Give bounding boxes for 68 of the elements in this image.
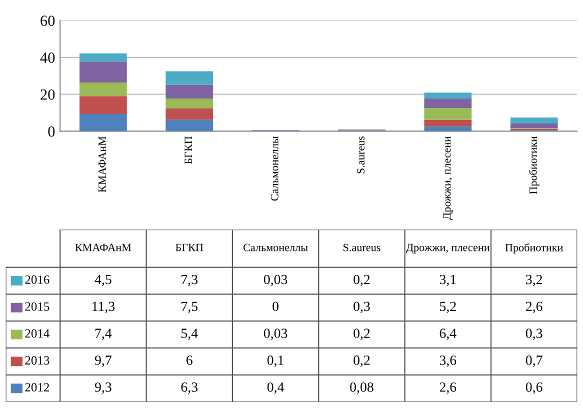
legend-label: 2012 <box>25 383 49 392</box>
data-label: 0,03 <box>264 274 288 286</box>
data-label: 7,5 <box>182 302 198 314</box>
legend-label: 2015 <box>25 302 50 311</box>
data-label: 4,5 <box>94 274 112 286</box>
y-tick-label: 60 <box>40 16 55 26</box>
bar <box>166 98 214 109</box>
category-label: S.aureus <box>343 244 380 252</box>
bar <box>79 96 127 114</box>
data-label: 11,3 <box>92 302 115 314</box>
data-label: 0,2 <box>354 356 370 367</box>
category-label: Сальмонеллы <box>243 244 308 252</box>
data-label: 6 <box>186 356 192 365</box>
bar <box>79 62 127 82</box>
bar <box>79 114 127 132</box>
y-tick-label: 20 <box>40 89 55 100</box>
bar <box>166 108 214 120</box>
data-label: 5,2 <box>440 302 456 314</box>
y-tick-label: 40 <box>40 52 55 63</box>
bar <box>424 98 472 108</box>
bar <box>510 118 558 124</box>
bar <box>166 120 214 132</box>
bar <box>510 123 558 128</box>
category-label: Пробиотики <box>505 243 563 254</box>
x-tick-label: Дрожжи, плесени <box>443 136 453 220</box>
bar <box>79 53 127 62</box>
bar <box>166 84 214 99</box>
data-label: 0,2 <box>354 328 370 340</box>
legend-label: 2013 <box>25 356 50 365</box>
bar <box>424 108 472 120</box>
bar <box>424 92 472 98</box>
x-tick-label: Сальмонеллы <box>270 136 278 201</box>
data-label: 3,1 <box>440 274 456 286</box>
x-tick-label: Пробиотики <box>528 136 540 194</box>
data-label: 0 <box>272 302 278 312</box>
data-label: 7,4 <box>95 328 112 340</box>
data-label: 0,03 <box>264 328 288 340</box>
data-label: 7,3 <box>182 274 198 286</box>
data-label: 0,1 <box>267 356 284 367</box>
data-label: 2,6 <box>526 302 542 314</box>
x-tick-label: S.aureus <box>357 136 365 174</box>
data-label: 0,3 <box>354 302 370 314</box>
category-label: Дрожжи, плесени <box>406 244 490 254</box>
x-tick-label: КМАФАнМ <box>98 136 106 192</box>
bar <box>424 126 472 132</box>
data-label: 9,7 <box>94 356 112 367</box>
category-label: КМАФАнМ <box>75 244 132 252</box>
data-label: 3,2 <box>526 274 542 286</box>
bar <box>79 82 127 96</box>
data-label: 0,6 <box>526 382 542 394</box>
x-tick-label: БГКП <box>184 136 192 164</box>
category-label: БГКП <box>176 244 204 252</box>
data-label: 0,4 <box>267 382 284 394</box>
data-label: 5,4 <box>182 328 198 340</box>
data-label: 3,6 <box>440 356 456 367</box>
legend-label: 2014 <box>25 329 50 338</box>
bar <box>424 120 472 126</box>
data-label: 0,2 <box>354 274 370 286</box>
bar <box>166 71 214 85</box>
legend-label: 2016 <box>25 275 50 284</box>
y-tick-label: 0 <box>48 126 55 137</box>
data-label: 2,6 <box>440 382 456 394</box>
data-label: 0,3 <box>526 328 542 340</box>
data-label: 9,3 <box>94 382 112 394</box>
data-label: 6,3 <box>181 382 198 394</box>
data-label: 0,7 <box>526 356 542 367</box>
data-label: 6,4 <box>440 328 456 340</box>
data-label: 0,08 <box>350 382 374 394</box>
